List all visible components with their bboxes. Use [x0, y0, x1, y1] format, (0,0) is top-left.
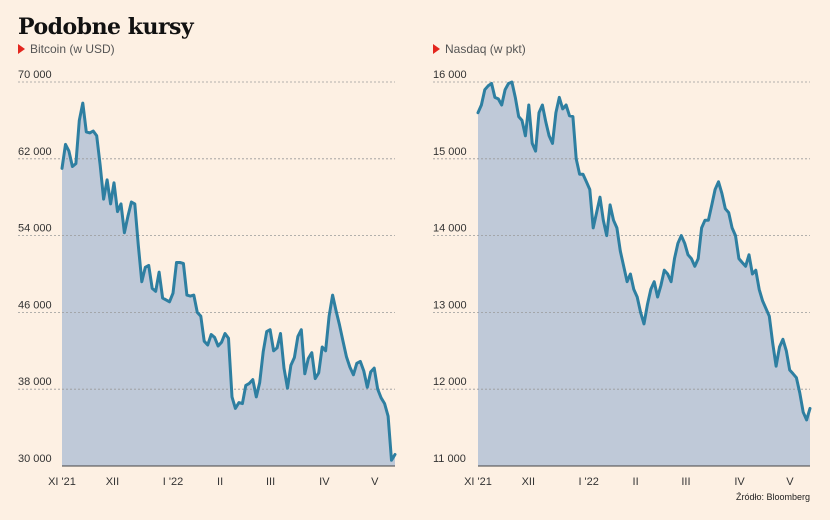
- x-tick-label: XII: [106, 476, 119, 488]
- bitcoin-chart-title: Bitcoin (w USD): [30, 42, 115, 56]
- x-tick-label: IV: [319, 476, 330, 488]
- x-tick-label: XI '21: [48, 476, 76, 488]
- y-tick-label: 15 000: [433, 146, 467, 158]
- x-tick-label: XII: [522, 476, 535, 488]
- y-tick-label: 12 000: [433, 376, 467, 388]
- x-tick-label: IV: [734, 476, 745, 488]
- nasdaq-chart-title: Nasdaq (w pkt): [445, 42, 526, 56]
- page-title: Podobne kursy: [18, 14, 194, 40]
- y-tick-label: 30 000: [18, 453, 52, 465]
- x-tick-label: III: [266, 476, 275, 488]
- area-fill: [62, 103, 395, 466]
- series-line: [476, 80, 812, 422]
- x-tick-label: III: [681, 476, 690, 488]
- x-tick-label: II: [633, 476, 639, 488]
- nasdaq-chart: 16 000 15 000 14 000 13 000 12 000 11 000 XI '…: [433, 69, 812, 488]
- y-tick-label: 14 000: [433, 223, 467, 235]
- red-triangle-icon: [18, 44, 25, 54]
- y-tick-label: 38 000: [18, 376, 52, 388]
- red-triangle-icon: [433, 44, 440, 54]
- y-tick-label: 62 000: [18, 146, 52, 158]
- x-tick-label: V: [786, 476, 794, 488]
- source-note: Źródło: Bloomberg: [735, 492, 810, 502]
- bitcoin-chart-subtitle: Bitcoin (w USD): [18, 42, 115, 56]
- series-line: [60, 101, 397, 462]
- y-tick-label: 13 000: [433, 299, 467, 311]
- nasdaq-chart-subtitle: Nasdaq (w pkt): [433, 42, 526, 56]
- x-tick-label: I '22: [163, 476, 183, 488]
- x-tick-label: I '22: [578, 476, 598, 488]
- y-tick-label: 54 000: [18, 223, 52, 235]
- y-tick-label: 70 000: [18, 69, 52, 81]
- x-tick-label: V: [371, 476, 379, 488]
- x-tick-label: XI '21: [464, 476, 492, 488]
- y-tick-label: 16 000: [433, 69, 467, 81]
- area-fill: [478, 82, 810, 466]
- y-tick-label: 11 000: [433, 453, 466, 465]
- x-tick-label: II: [217, 476, 223, 488]
- bitcoin-chart: 70 000 62 000 54 000 46 000 38 000 30 000 XI '…: [18, 69, 397, 488]
- y-tick-label: 46 000: [18, 299, 52, 311]
